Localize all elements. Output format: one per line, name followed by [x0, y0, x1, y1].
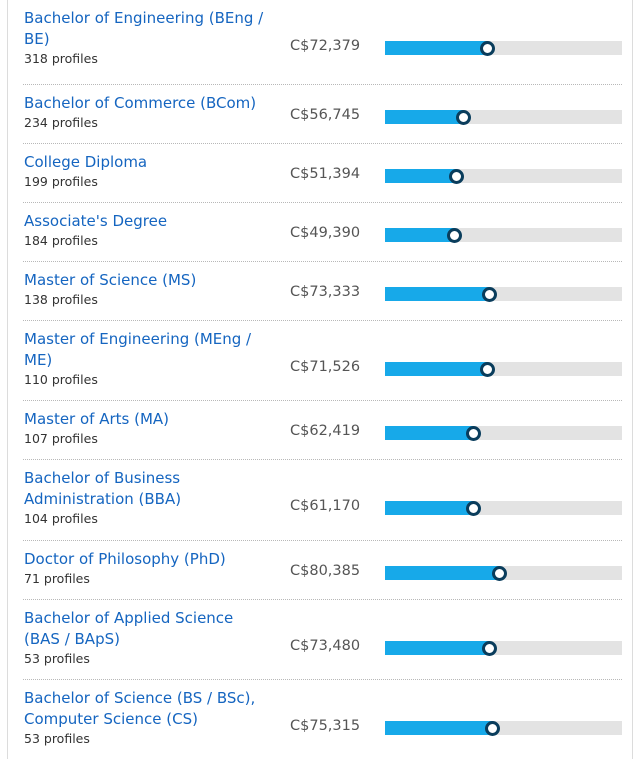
degree-link[interactable]: College Diploma [24, 153, 148, 171]
median-salary: C$80,385 [290, 563, 361, 579]
median-salary: C$72,379 [290, 38, 361, 54]
salary-bar-track [385, 286, 622, 302]
salary-bar-track [385, 227, 622, 243]
median-salary: C$51,394 [290, 166, 361, 182]
profile-count: 199 profiles [24, 174, 98, 189]
degree-link[interactable]: Master of Science (MS) [24, 271, 197, 289]
salary-marker [481, 640, 497, 656]
salary-marker [479, 40, 495, 56]
degree-link[interactable]: Associate's Degree [24, 212, 168, 230]
degree-row: College Diploma 199 profiles C$51,394 [23, 144, 622, 203]
salary-bar-fill [385, 566, 499, 580]
median-salary: C$73,333 [290, 284, 361, 300]
salary-bar-track [385, 565, 622, 581]
degree-row: Master of Arts (MA) 107 profiles C$62,419 [23, 401, 622, 460]
degree-link[interactable]: Bachelor of Science (BS / BSc), Computer… [24, 689, 256, 728]
median-salary: C$61,170 [290, 498, 361, 514]
median-salary: C$73,480 [290, 638, 361, 654]
degree-link[interactable]: Bachelor of Commerce (BCom) [24, 94, 257, 112]
salary-marker [446, 227, 462, 243]
degree-link[interactable]: Bachelor of Engineering (BEng / BE) [24, 9, 264, 48]
salary-marker [448, 168, 464, 184]
salary-bar-track [385, 640, 622, 656]
degree-row: Bachelor of Science (BS / BSc), Computer… [23, 680, 622, 759]
salary-marker [481, 286, 497, 302]
salary-marker [484, 720, 500, 736]
salary-bar-fill [385, 169, 456, 183]
degree-row: Bachelor of Engineering (BEng / BE) 318 p… [23, 0, 622, 85]
salary-bar-fill [385, 641, 489, 655]
salary-bar-track [385, 168, 622, 184]
salary-bar-track [385, 361, 622, 377]
profile-count: 107 profiles [24, 431, 98, 446]
median-salary: C$62,419 [290, 423, 361, 439]
salary-bar-fill [385, 362, 487, 376]
salary-marker [465, 500, 481, 516]
salary-bar-track [385, 720, 622, 736]
salary-marker [491, 565, 507, 581]
salary-bar-track [385, 425, 622, 441]
profile-count: 53 profiles [24, 651, 90, 666]
median-salary: C$71,526 [290, 359, 361, 375]
profile-count: 318 profiles [24, 51, 98, 66]
salary-bar-fill [385, 228, 454, 242]
degree-salary-panel: Bachelor of Engineering (BEng / BE) 318 p… [7, 0, 633, 759]
degree-row: Doctor of Philosophy (PhD) 71 profiles C$8… [23, 541, 622, 600]
salary-bar-fill [385, 287, 489, 301]
degree-row: Bachelor of Business Administration (BBA… [23, 460, 622, 541]
degree-link[interactable]: Master of Arts (MA) [24, 410, 170, 428]
degree-row: Bachelor of Applied Science (BAS / BApS)… [23, 600, 622, 680]
salary-marker [465, 425, 481, 441]
degree-link[interactable]: Master of Engineering (MEng / ME) [24, 330, 252, 369]
degree-link[interactable]: Bachelor of Business Administration (BBA… [24, 469, 182, 508]
degree-row: Associate's Degree 184 profiles C$49,390 [23, 203, 622, 262]
profile-count: 53 profiles [24, 731, 90, 746]
degree-row: Bachelor of Commerce (BCom) 234 profiles C… [23, 85, 622, 144]
salary-bar-fill [385, 41, 487, 55]
profile-count: 104 profiles [24, 511, 98, 526]
salary-bar-fill [385, 501, 473, 515]
median-salary: C$49,390 [290, 225, 361, 241]
salary-marker [455, 109, 471, 125]
degree-link[interactable]: Bachelor of Applied Science (BAS / BApS) [24, 609, 234, 648]
profile-count: 234 profiles [24, 115, 98, 130]
degree-link[interactable]: Doctor of Philosophy (PhD) [24, 550, 226, 568]
salary-bar-track [385, 500, 622, 516]
salary-bar-track [385, 40, 622, 56]
salary-bar-fill [385, 110, 463, 124]
profile-count: 184 profiles [24, 233, 98, 248]
median-salary: C$56,745 [290, 107, 361, 123]
profile-count: 138 profiles [24, 292, 98, 307]
salary-marker [479, 361, 495, 377]
salary-bar-fill [385, 426, 473, 440]
salary-bar-track [385, 109, 622, 125]
degree-row: Master of Engineering (MEng / ME) 110 pro… [23, 321, 622, 401]
median-salary: C$75,315 [290, 718, 361, 734]
degree-row: Master of Science (MS) 138 profiles C$73,3… [23, 262, 622, 321]
profile-count: 71 profiles [24, 571, 90, 586]
salary-bar-fill [385, 721, 492, 735]
profile-count: 110 profiles [24, 372, 98, 387]
